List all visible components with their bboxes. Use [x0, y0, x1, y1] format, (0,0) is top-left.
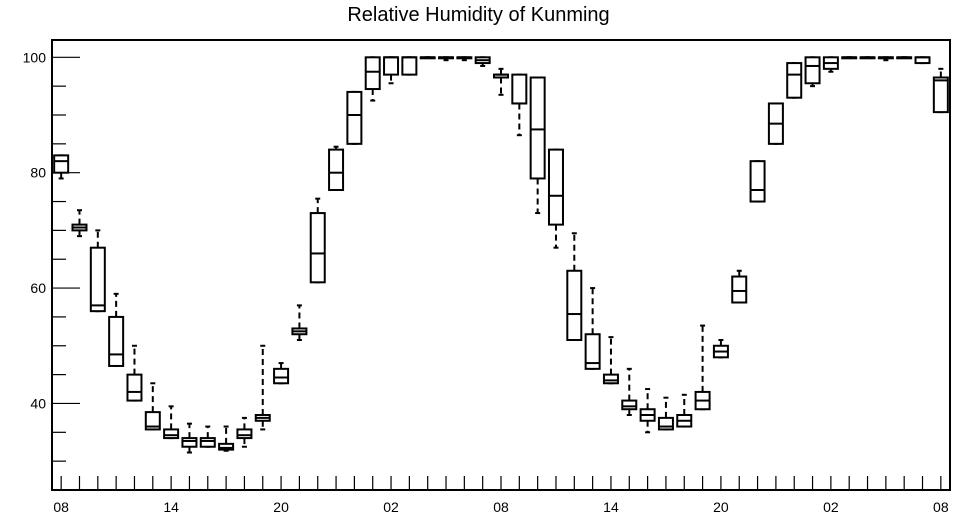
box-body — [126, 373, 143, 402]
box-body — [181, 437, 198, 448]
y-tick-label: 40 — [30, 395, 46, 411]
box — [932, 67, 949, 114]
box — [657, 396, 674, 431]
x-tick-label: 08 — [493, 499, 509, 515]
box-body — [804, 56, 821, 85]
box-body — [236, 428, 253, 440]
box — [584, 287, 601, 370]
box — [291, 304, 308, 341]
box — [346, 90, 363, 145]
box — [126, 344, 143, 402]
box — [144, 382, 161, 431]
box — [218, 425, 235, 452]
box-body — [584, 333, 601, 370]
box — [694, 324, 711, 411]
box — [621, 367, 638, 416]
box — [419, 56, 436, 60]
box — [566, 232, 583, 341]
box-body — [89, 246, 106, 313]
x-tick-label: 20 — [713, 499, 729, 515]
box — [474, 56, 491, 67]
box-body — [749, 160, 766, 203]
x-axis: 08 14 20 02 08 14 20 02 08 — [53, 476, 949, 515]
box-body — [932, 76, 949, 114]
chart-title: Relative Humidity of Kunming — [347, 4, 610, 26]
box-body — [602, 373, 619, 385]
box — [364, 56, 381, 102]
box — [914, 56, 931, 65]
y-tick-label: 80 — [30, 165, 46, 181]
box — [309, 197, 326, 284]
box — [236, 416, 253, 448]
box — [877, 56, 894, 62]
x-tick-label: 08 — [933, 499, 949, 515]
box — [273, 362, 290, 385]
box-body — [53, 154, 70, 174]
box — [749, 160, 766, 203]
box-body — [364, 56, 381, 91]
box-body — [309, 212, 326, 284]
box-body — [346, 90, 363, 145]
box — [804, 56, 821, 88]
box — [438, 56, 455, 62]
x-tick-label: 02 — [823, 499, 839, 515]
box-body — [383, 56, 400, 76]
box — [199, 425, 216, 448]
box — [493, 67, 509, 96]
box — [108, 292, 125, 367]
box-body — [328, 148, 345, 192]
box — [163, 405, 180, 440]
box — [383, 56, 400, 85]
y-tick-label: 60 — [30, 280, 46, 296]
box — [841, 56, 858, 60]
box-body — [657, 416, 674, 431]
box — [547, 148, 564, 249]
box — [89, 229, 106, 313]
box — [254, 344, 271, 431]
box-body — [199, 437, 216, 448]
box — [401, 56, 418, 76]
box — [712, 339, 729, 359]
box — [896, 56, 913, 60]
box — [731, 269, 748, 304]
x-tick-label: 02 — [383, 499, 399, 515]
box-body — [273, 367, 290, 385]
box — [822, 56, 839, 73]
box — [71, 209, 88, 238]
x-tick-label: 08 — [53, 499, 69, 515]
box — [859, 56, 876, 60]
box-body — [731, 275, 748, 304]
box — [511, 73, 528, 137]
box-body — [218, 442, 235, 451]
plot-frame — [51, 39, 951, 491]
box-body — [786, 62, 803, 99]
box-body — [144, 411, 161, 431]
y-tick-label: 100 — [23, 49, 47, 65]
box-body — [621, 399, 638, 411]
box-series — [53, 56, 949, 454]
box — [602, 336, 619, 385]
box — [181, 422, 198, 454]
box — [639, 388, 656, 434]
y-axis: 40 60 80 100 — [23, 49, 80, 462]
box-body — [108, 315, 125, 367]
x-tick-label: 20 — [273, 499, 289, 515]
box — [529, 76, 546, 215]
box — [53, 154, 70, 180]
box-body — [163, 428, 180, 440]
box-body — [566, 269, 583, 341]
box — [676, 393, 693, 428]
box — [767, 102, 784, 145]
box — [328, 145, 345, 192]
x-tick-label: 14 — [163, 499, 179, 515]
box — [786, 62, 803, 99]
x-tick-label: 14 — [603, 499, 619, 515]
box — [456, 56, 473, 62]
box-body — [511, 73, 528, 105]
box-body — [401, 56, 418, 76]
box-body — [547, 148, 564, 226]
box-body — [529, 76, 546, 180]
